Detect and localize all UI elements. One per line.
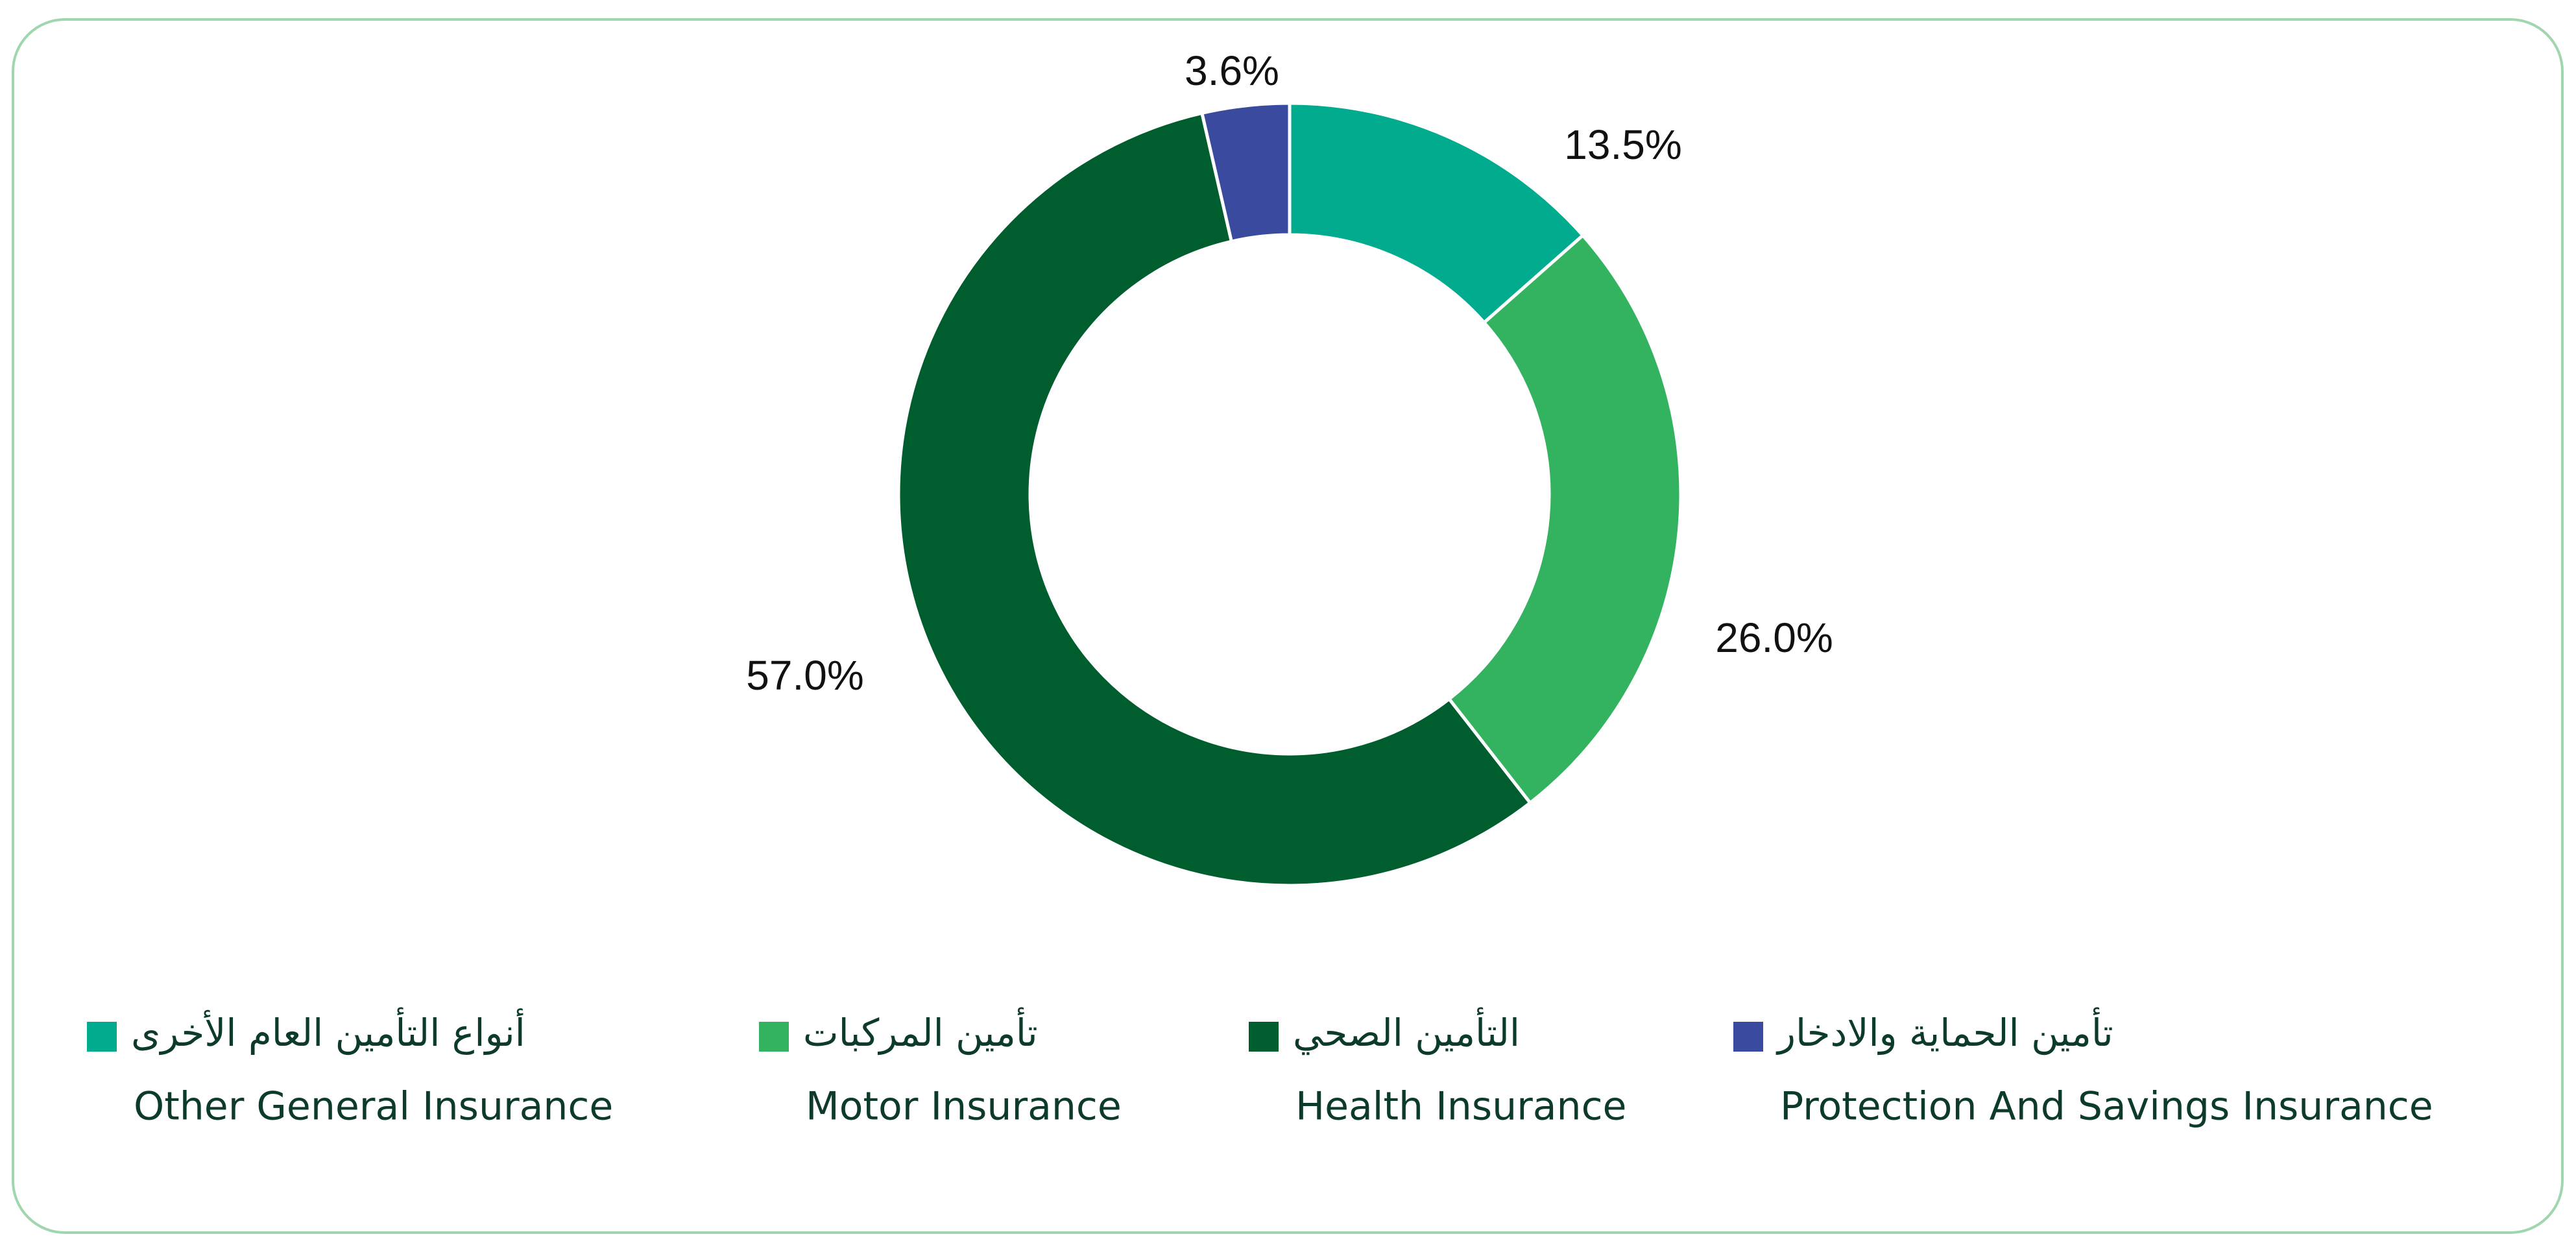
donut-slice [1199,101,1292,244]
data-label: 3.6% [1185,47,1279,94]
legend-label-arabic: أنواع التأمين العام الأخرى [131,1007,525,1056]
donut-slice [1447,233,1683,806]
card-border [12,18,2564,1234]
data-label: 57.0% [746,652,863,699]
data-label: 13.5% [1564,121,1681,168]
legend-swatch [759,1022,789,1052]
legend-swatch [1249,1022,1279,1052]
legend-label: Other General Insurance [134,1084,613,1129]
legend-swatch [1733,1022,1763,1052]
legend-label-arabic: التأمين الصحي [1293,1007,1520,1056]
legend-label-arabic: تأمين الحماية والادخار [1776,1007,2113,1056]
data-label: 26.0% [1715,614,1833,661]
legend-label: Protection And Savings Insurance [1780,1084,2433,1129]
donut-slice [897,111,1533,887]
legend-label-arabic: تأمين المركبات [803,1007,1038,1056]
legend-swatch [87,1022,117,1052]
legend-label: Motor Insurance [806,1084,1122,1129]
legend-label: Health Insurance [1295,1084,1626,1129]
